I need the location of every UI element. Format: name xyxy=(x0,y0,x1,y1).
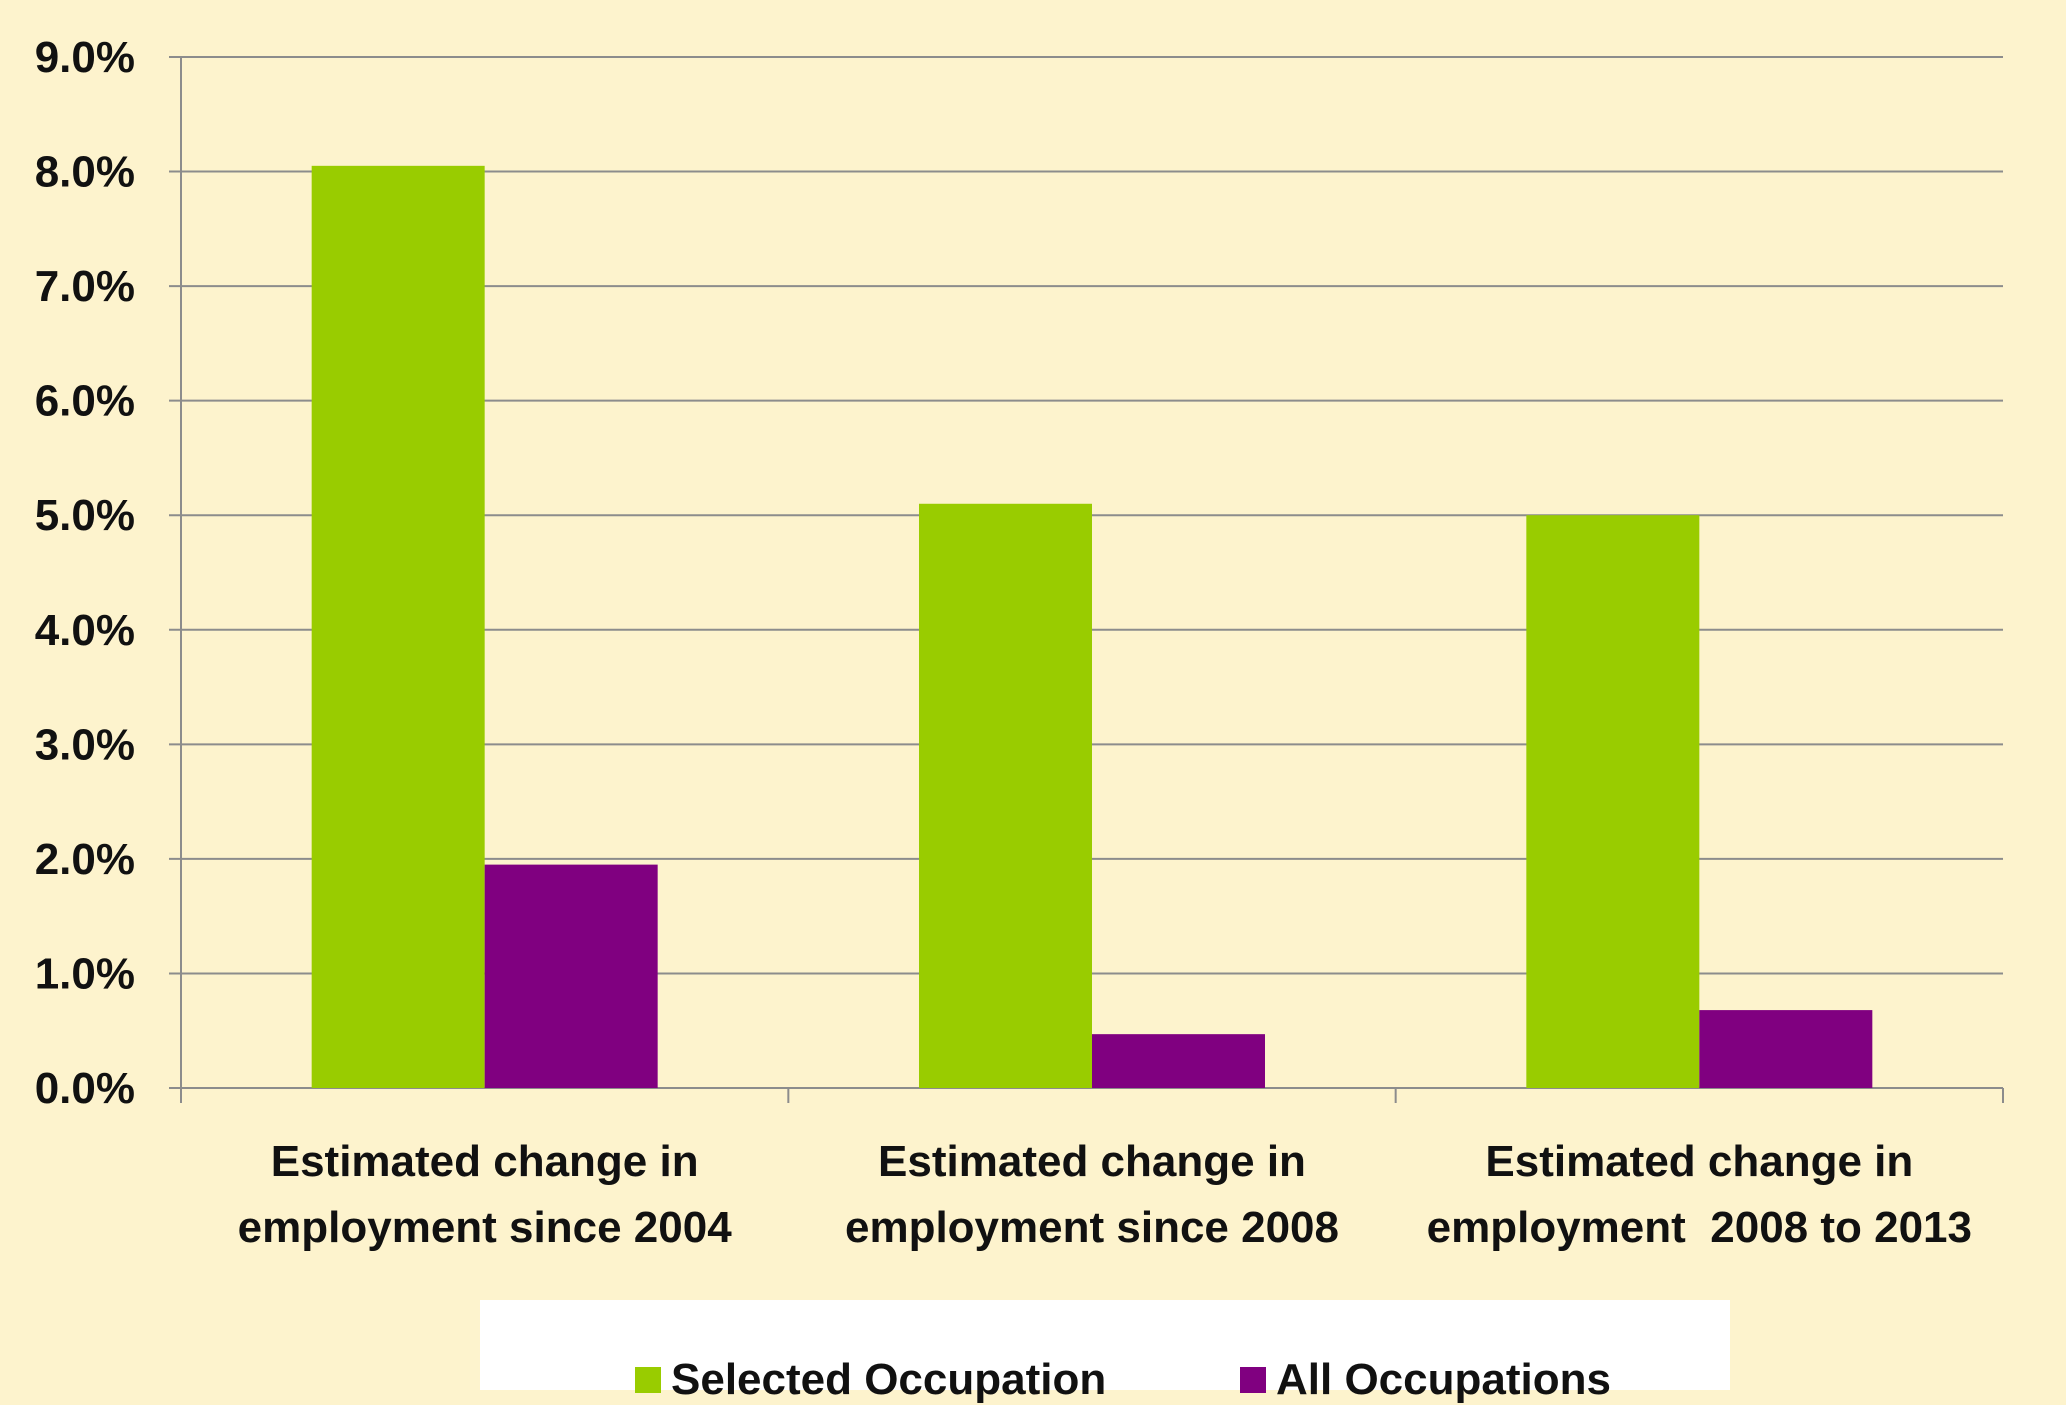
y-tick-label: 5.0% xyxy=(35,491,135,540)
y-tick-label: 2.0% xyxy=(35,835,135,884)
legend-item-selected-occupation: Selected Occupation xyxy=(635,1355,1106,1405)
x-category-label: Estimated change in xyxy=(271,1137,699,1186)
y-tick-label: 8.0% xyxy=(35,148,135,197)
y-tick-label: 4.0% xyxy=(35,606,135,655)
x-category-label: employment since 2008 xyxy=(845,1203,1339,1252)
y-tick-label: 1.0% xyxy=(35,949,135,998)
bar xyxy=(1699,1010,1873,1088)
legend-swatch-selected-occupation xyxy=(635,1367,661,1393)
legend-label-selected-occupation: Selected Occupation xyxy=(671,1355,1107,1404)
legend-swatch-all-occupations xyxy=(1240,1367,1266,1393)
y-tick-label: 3.0% xyxy=(35,720,135,769)
bar xyxy=(1526,515,1700,1088)
legend-label-all-occupations: All Occupations xyxy=(1276,1355,1611,1404)
bar xyxy=(484,864,658,1088)
legend-item-all-occupations: All Occupations xyxy=(1240,1355,1611,1405)
x-category-label: employment since 2004 xyxy=(238,1203,733,1252)
bar xyxy=(1092,1034,1265,1088)
y-tick-label: 0.0% xyxy=(35,1064,135,1113)
y-tick-label: 6.0% xyxy=(35,377,135,426)
x-category-label: employment 2008 to 2013 xyxy=(1427,1203,1972,1252)
y-tick-label: 7.0% xyxy=(35,262,135,311)
bar xyxy=(311,165,485,1089)
y-tick-label: 9.0% xyxy=(35,33,135,82)
bar xyxy=(919,503,1092,1088)
x-category-label: Estimated change in xyxy=(1485,1137,1913,1186)
x-category-label: Estimated change in xyxy=(878,1137,1306,1186)
chart-legend: Selected Occupation All Occupations xyxy=(480,1300,1730,1404)
